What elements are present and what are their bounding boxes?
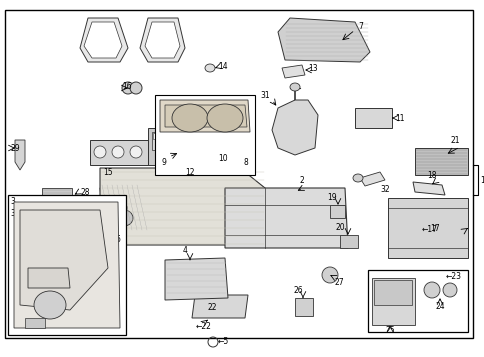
Text: 14: 14 bbox=[217, 62, 227, 71]
Polygon shape bbox=[165, 258, 227, 300]
Text: ←5: ←5 bbox=[217, 337, 229, 347]
Polygon shape bbox=[165, 105, 246, 127]
Text: 12: 12 bbox=[185, 168, 195, 177]
Text: 15: 15 bbox=[103, 168, 113, 177]
Bar bbox=[373, 280, 411, 305]
Text: 28: 28 bbox=[80, 187, 90, 196]
Polygon shape bbox=[272, 100, 318, 155]
Ellipse shape bbox=[99, 210, 117, 226]
Polygon shape bbox=[15, 140, 25, 170]
Text: 2: 2 bbox=[299, 176, 304, 185]
Ellipse shape bbox=[115, 210, 133, 226]
Text: 10: 10 bbox=[217, 154, 227, 162]
Text: 31: 31 bbox=[260, 91, 270, 100]
Text: ←23: ←23 bbox=[445, 272, 461, 281]
Polygon shape bbox=[371, 278, 414, 325]
Ellipse shape bbox=[130, 146, 142, 158]
Bar bbox=[8, 195, 126, 335]
Polygon shape bbox=[100, 168, 264, 245]
Ellipse shape bbox=[112, 146, 124, 158]
Polygon shape bbox=[148, 128, 199, 165]
Polygon shape bbox=[412, 182, 444, 195]
Ellipse shape bbox=[442, 283, 456, 297]
Bar bbox=[152, 133, 161, 139]
Text: 27: 27 bbox=[334, 278, 344, 287]
Ellipse shape bbox=[94, 146, 106, 158]
Polygon shape bbox=[329, 205, 344, 218]
Text: ←22: ←22 bbox=[196, 322, 212, 331]
Text: 24: 24 bbox=[434, 302, 444, 311]
Text: 11: 11 bbox=[394, 114, 404, 122]
Ellipse shape bbox=[352, 174, 362, 182]
Text: 22: 22 bbox=[207, 303, 216, 312]
Bar bbox=[151, 132, 194, 150]
Polygon shape bbox=[414, 148, 467, 175]
Text: 19: 19 bbox=[327, 193, 336, 202]
Ellipse shape bbox=[103, 198, 127, 218]
Bar bbox=[163, 133, 171, 139]
Text: 3: 3 bbox=[10, 197, 15, 206]
Bar bbox=[182, 133, 191, 139]
Polygon shape bbox=[339, 235, 357, 248]
Text: 25: 25 bbox=[384, 326, 394, 335]
Ellipse shape bbox=[197, 151, 212, 165]
Text: 18: 18 bbox=[426, 171, 436, 180]
Polygon shape bbox=[14, 202, 120, 328]
Ellipse shape bbox=[423, 282, 439, 298]
Polygon shape bbox=[140, 18, 184, 62]
Text: ←17: ←17 bbox=[421, 225, 437, 233]
Bar bbox=[25, 318, 45, 328]
Polygon shape bbox=[84, 22, 122, 58]
Polygon shape bbox=[15, 205, 50, 222]
Text: 17: 17 bbox=[429, 223, 439, 232]
Bar bbox=[294, 298, 312, 316]
Text: 26: 26 bbox=[293, 286, 302, 295]
Bar bbox=[173, 133, 181, 139]
Ellipse shape bbox=[195, 148, 214, 168]
Polygon shape bbox=[42, 188, 72, 205]
Polygon shape bbox=[80, 18, 128, 62]
Text: 20: 20 bbox=[334, 223, 344, 232]
Polygon shape bbox=[281, 65, 304, 78]
Text: 29: 29 bbox=[10, 144, 19, 152]
Polygon shape bbox=[354, 108, 391, 128]
Polygon shape bbox=[160, 100, 249, 132]
Polygon shape bbox=[145, 22, 180, 58]
Polygon shape bbox=[90, 140, 148, 165]
Text: 1: 1 bbox=[479, 176, 484, 185]
Polygon shape bbox=[28, 268, 70, 288]
Ellipse shape bbox=[34, 291, 66, 319]
Polygon shape bbox=[225, 188, 348, 248]
Polygon shape bbox=[359, 172, 384, 186]
Ellipse shape bbox=[172, 104, 208, 132]
Polygon shape bbox=[20, 210, 108, 310]
Text: 16: 16 bbox=[122, 82, 131, 91]
Polygon shape bbox=[192, 295, 247, 318]
Text: 32: 32 bbox=[379, 185, 389, 194]
Ellipse shape bbox=[207, 104, 242, 132]
Polygon shape bbox=[387, 198, 467, 258]
Text: 13: 13 bbox=[307, 64, 317, 72]
Text: 30: 30 bbox=[10, 208, 20, 217]
Ellipse shape bbox=[205, 64, 214, 72]
Polygon shape bbox=[100, 182, 148, 232]
Bar bbox=[155, 95, 255, 175]
Ellipse shape bbox=[321, 267, 337, 283]
Polygon shape bbox=[277, 18, 369, 62]
Text: 6: 6 bbox=[115, 235, 120, 244]
Text: 7: 7 bbox=[357, 22, 362, 31]
Text: 9: 9 bbox=[162, 158, 166, 167]
Text: 21: 21 bbox=[449, 136, 459, 145]
Text: 4: 4 bbox=[182, 246, 187, 255]
Bar bbox=[367, 270, 467, 332]
Ellipse shape bbox=[289, 83, 300, 91]
Text: 8: 8 bbox=[242, 158, 247, 167]
Ellipse shape bbox=[130, 82, 142, 94]
Ellipse shape bbox=[122, 82, 134, 94]
